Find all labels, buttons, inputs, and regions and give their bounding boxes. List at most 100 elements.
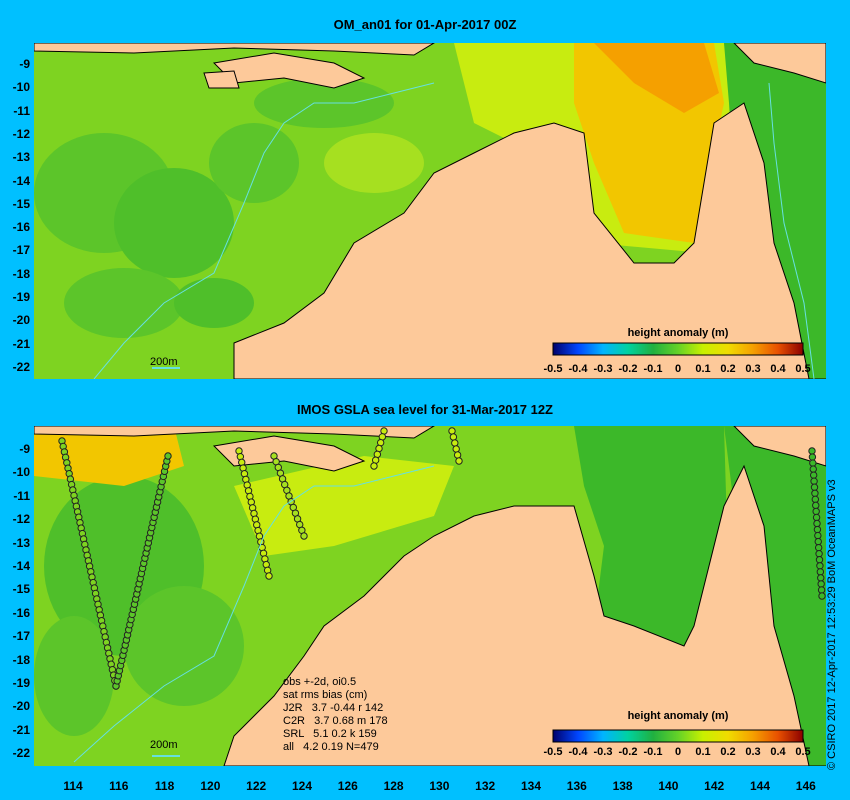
obs-marker	[452, 445, 460, 453]
obs-marker	[818, 592, 826, 600]
y-tick-label: -14	[12, 173, 30, 188]
obs-marker	[814, 543, 823, 552]
obs-marker	[451, 439, 459, 447]
legend-tick-label: -0.3	[593, 363, 613, 375]
legend-tick-label: -0.5	[543, 746, 563, 758]
y-tick-label: -11	[13, 488, 30, 503]
obs-marker	[817, 586, 826, 594]
stats-line: SRL 5.1 0.2 k 159	[283, 728, 377, 740]
x-tick-label: 138	[612, 779, 633, 793]
obs-marker	[809, 465, 817, 473]
obs-marker	[812, 507, 820, 516]
y-tick-label: -22	[12, 359, 30, 374]
legend-tick-label: 0.2	[720, 746, 736, 758]
obs-marker	[810, 477, 818, 485]
y-tick-label: -17	[12, 243, 30, 258]
obs-marker	[816, 568, 825, 576]
legend-tick-label: 0	[674, 363, 682, 375]
x-tick-label: 136	[566, 779, 587, 793]
obs-marker	[808, 447, 816, 455]
x-tick-label: 124	[291, 779, 313, 793]
obs-marker	[811, 489, 819, 497]
legend-tick-label: -0.1	[643, 746, 663, 758]
x-tick-label: 116	[109, 779, 129, 793]
legend-tick-label: -0.2	[618, 363, 638, 375]
y-tick-label: -16	[12, 220, 30, 235]
legend-tick-label: 0.4	[770, 746, 786, 758]
y-tick-label: -22	[12, 746, 30, 761]
y-tick-label: -19	[12, 676, 30, 690]
y-tick-label: -18	[12, 652, 30, 667]
legend-tick-label: 0.1	[695, 746, 711, 758]
legend-tick-label: 0.1	[695, 363, 711, 375]
australia-land	[233, 102, 826, 379]
obs-marker	[813, 519, 821, 528]
legend-tick-label: 0.3	[745, 363, 761, 375]
obs-marker	[300, 532, 308, 540]
legend-tick-label: 0.5	[795, 363, 811, 375]
x-tick-label: 142	[704, 779, 725, 793]
legend-tick-label: -0.4	[568, 746, 588, 758]
y-tick-label: -15	[12, 196, 30, 211]
legend-tick-label: 0.3	[745, 746, 761, 758]
obs-marker	[817, 580, 825, 588]
y-tick-label: -16	[12, 605, 30, 620]
legend-title-top: height anomaly (m)	[627, 327, 729, 339]
colorbar	[552, 342, 804, 356]
y-tick-label: -19	[12, 290, 30, 304]
obs-marker	[811, 495, 820, 504]
obs-marker	[370, 462, 378, 470]
y-tick-label: -13	[12, 535, 30, 550]
stats-line: C2R 3.7 0.68 m 178	[283, 715, 388, 727]
legend-tick-label: 0	[674, 746, 682, 758]
x-tick-label: 114	[63, 779, 83, 793]
legend-tick-label: -0.3	[593, 746, 613, 758]
y-tick-label: -20	[12, 699, 30, 714]
x-tick-label: 120	[200, 779, 221, 793]
obs-marker	[164, 452, 172, 460]
y-tick-label: -9	[19, 442, 30, 456]
top-panel-title: OM_an01 for 01-Apr-2017 00Z	[333, 17, 517, 32]
x-tick-label: 134	[520, 779, 542, 793]
legend-tick-label: 0.2	[720, 363, 736, 375]
y-tick-label: -12	[12, 126, 30, 141]
obs-marker	[816, 562, 824, 570]
y-tick-label: -12	[12, 512, 30, 527]
x-tick-label: 122	[246, 779, 267, 793]
obs-marker	[453, 451, 462, 459]
credit-text: © CSIRO 2017 12-Apr-2017 12:53:29 BoM Oc…	[826, 479, 838, 770]
y-tick-label: -21	[12, 336, 30, 351]
y-tick-label: -13	[12, 150, 30, 165]
obs-marker	[265, 572, 273, 580]
y-tick-label: -15	[12, 582, 30, 597]
x-tick-label: 146	[795, 779, 816, 793]
top-map	[34, 43, 826, 379]
legend-tick-label: -0.1	[643, 363, 663, 375]
stats-line: sat rms bias (cm)	[283, 689, 368, 701]
legend-title-bottom: height anomaly (m)	[627, 710, 729, 722]
x-tick-label: 118	[154, 779, 175, 793]
y-tick-label: -14	[12, 559, 30, 573]
x-tick-label: 140	[658, 779, 679, 793]
y-tick-label: -10	[12, 465, 30, 480]
obs-marker	[455, 457, 463, 465]
legend-tick-label: -0.4	[568, 363, 588, 375]
scale-label-bottom: 200m	[150, 739, 178, 751]
obs-marker	[814, 531, 822, 540]
obs-marker	[809, 459, 817, 467]
legend-tick-label: -0.2	[618, 746, 638, 758]
y-tick-label: -9	[19, 57, 30, 71]
stats-line: J2R 3.7 -0.44 r 142	[283, 702, 384, 714]
bottom-map	[34, 426, 826, 766]
stats-block: obs +-2d, oi0.5 sat rms bias (cm) J2R 3.…	[283, 676, 388, 754]
stats-line: all 4.2 0.19 N=479	[283, 741, 379, 753]
obs-marker	[815, 556, 824, 564]
y-tick-label: -18	[12, 266, 30, 281]
x-tick-label: 130	[429, 779, 450, 793]
obs-marker	[812, 513, 821, 522]
legend-tick-label: 0.4	[770, 363, 786, 375]
x-tick-label: 128	[383, 779, 404, 793]
legend-tick-label: -0.5	[543, 363, 563, 375]
y-tick-label: -11	[13, 103, 30, 118]
obs-marker	[815, 550, 823, 558]
